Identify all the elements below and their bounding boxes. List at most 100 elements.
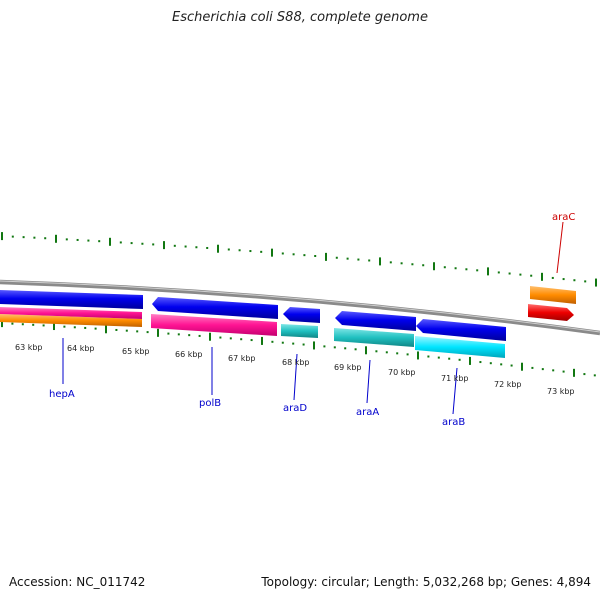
major-tick — [1, 232, 3, 241]
feature-block-pink-polB — [151, 314, 277, 336]
feature-block-teal-araA — [334, 328, 414, 347]
minor-tick — [87, 239, 90, 242]
major-tick — [469, 356, 471, 365]
kbp-label: 71 kbp — [441, 374, 469, 383]
minor-tick — [292, 342, 295, 345]
major-tick — [541, 272, 543, 281]
minor-tick — [562, 370, 565, 373]
minor-tick — [141, 242, 144, 245]
minor-tick — [500, 363, 503, 366]
minor-tick — [458, 358, 461, 361]
topology-text: Topology: circular; Length: 5,032,268 bp… — [261, 575, 591, 589]
minor-tick — [22, 236, 25, 239]
minor-tick — [281, 341, 284, 344]
minor-tick — [552, 369, 555, 372]
minor-tick — [427, 355, 430, 358]
kbp-label: 72 kbp — [494, 380, 522, 389]
kbp-label: 70 kbp — [388, 368, 416, 377]
callout-line-araB — [452, 367, 458, 415]
minor-tick — [65, 238, 68, 241]
major-tick — [325, 252, 327, 261]
accession-text: Accession: NC_011742 — [9, 575, 146, 589]
minor-tick — [271, 340, 274, 343]
minor-tick — [98, 240, 101, 243]
major-tick — [573, 368, 575, 377]
gene-block-araB[interactable] — [416, 319, 506, 341]
major-tick — [271, 248, 273, 257]
minor-tick — [195, 246, 198, 249]
minor-tick — [173, 244, 176, 247]
feature-block-orange-left — [0, 314, 142, 327]
minor-tick — [541, 368, 544, 371]
major-tick — [313, 341, 315, 350]
minor-tick — [465, 268, 468, 271]
minor-tick — [240, 338, 243, 341]
major-tick — [157, 328, 159, 337]
minor-tick — [530, 274, 533, 277]
minor-tick — [593, 374, 596, 377]
major-tick — [163, 241, 165, 250]
minor-tick — [184, 245, 187, 248]
minor-tick — [198, 334, 201, 337]
minor-tick — [333, 346, 336, 349]
kbp-label: 65 kbp — [122, 347, 150, 356]
minor-tick — [497, 271, 500, 274]
minor-tick — [146, 331, 149, 334]
feature-block-teal-araD — [281, 324, 318, 338]
feature-block-cyan-araB — [415, 336, 505, 358]
feature-block-orange-araC — [530, 286, 576, 304]
major-tick — [487, 267, 489, 276]
major-tick — [1, 319, 3, 328]
minor-tick — [206, 246, 209, 249]
minor-tick — [400, 262, 403, 265]
kbp-label: 69 kbp — [334, 363, 362, 372]
major-tick — [365, 346, 367, 355]
minor-tick — [94, 327, 97, 330]
major-tick — [521, 362, 523, 371]
minor-tick — [531, 366, 534, 369]
gene-label-araD[interactable]: araD — [283, 403, 307, 414]
gene-block-araC[interactable] — [528, 304, 574, 321]
minor-tick — [130, 242, 133, 245]
genome-backbone — [0, 279, 600, 336]
minor-tick — [422, 264, 425, 267]
minor-tick — [368, 259, 371, 262]
gene-label-hepA[interactable]: hepA — [49, 389, 75, 400]
minor-tick — [119, 241, 122, 244]
minor-tick — [443, 266, 446, 269]
major-tick — [433, 262, 435, 271]
minor-tick — [260, 250, 263, 253]
gene-block-araA[interactable] — [335, 311, 416, 331]
minor-tick — [73, 326, 76, 329]
gene-block-araD[interactable] — [283, 307, 320, 323]
minor-tick — [437, 356, 440, 359]
minor-tick — [249, 250, 252, 253]
major-tick — [55, 234, 57, 243]
minor-tick — [32, 323, 35, 326]
kbp-label: 66 kbp — [175, 350, 203, 359]
gene-label-araC[interactable]: araC — [552, 212, 575, 223]
minor-tick — [479, 361, 482, 364]
minor-tick — [454, 267, 457, 270]
gene-label-araA[interactable]: araA — [356, 407, 379, 418]
upper-tick-track — [1, 232, 597, 287]
gene-label-polB[interactable]: polB — [199, 398, 221, 409]
gene-label-araB[interactable]: araB — [442, 417, 465, 428]
gene-block-polB[interactable] — [152, 297, 278, 319]
minor-tick — [227, 248, 230, 251]
minor-tick — [238, 249, 241, 252]
minor-tick — [448, 357, 451, 360]
minor-tick — [42, 324, 45, 327]
minor-tick — [573, 279, 576, 282]
minor-tick — [489, 362, 492, 365]
kbp-scale-labels: 63 kbp 64 kbp 65 kbp 66 kbp 67 kbp 68 kbp 69 k… — [15, 343, 575, 396]
kbp-label: 64 kbp — [67, 344, 95, 353]
minor-tick — [281, 252, 284, 255]
major-tick — [379, 257, 381, 266]
minor-tick — [406, 353, 409, 356]
minor-tick — [510, 364, 513, 367]
minor-tick — [385, 351, 388, 354]
minor-tick — [357, 258, 360, 261]
gene-block-hepA[interactable] — [0, 290, 143, 309]
minor-tick — [584, 280, 587, 283]
